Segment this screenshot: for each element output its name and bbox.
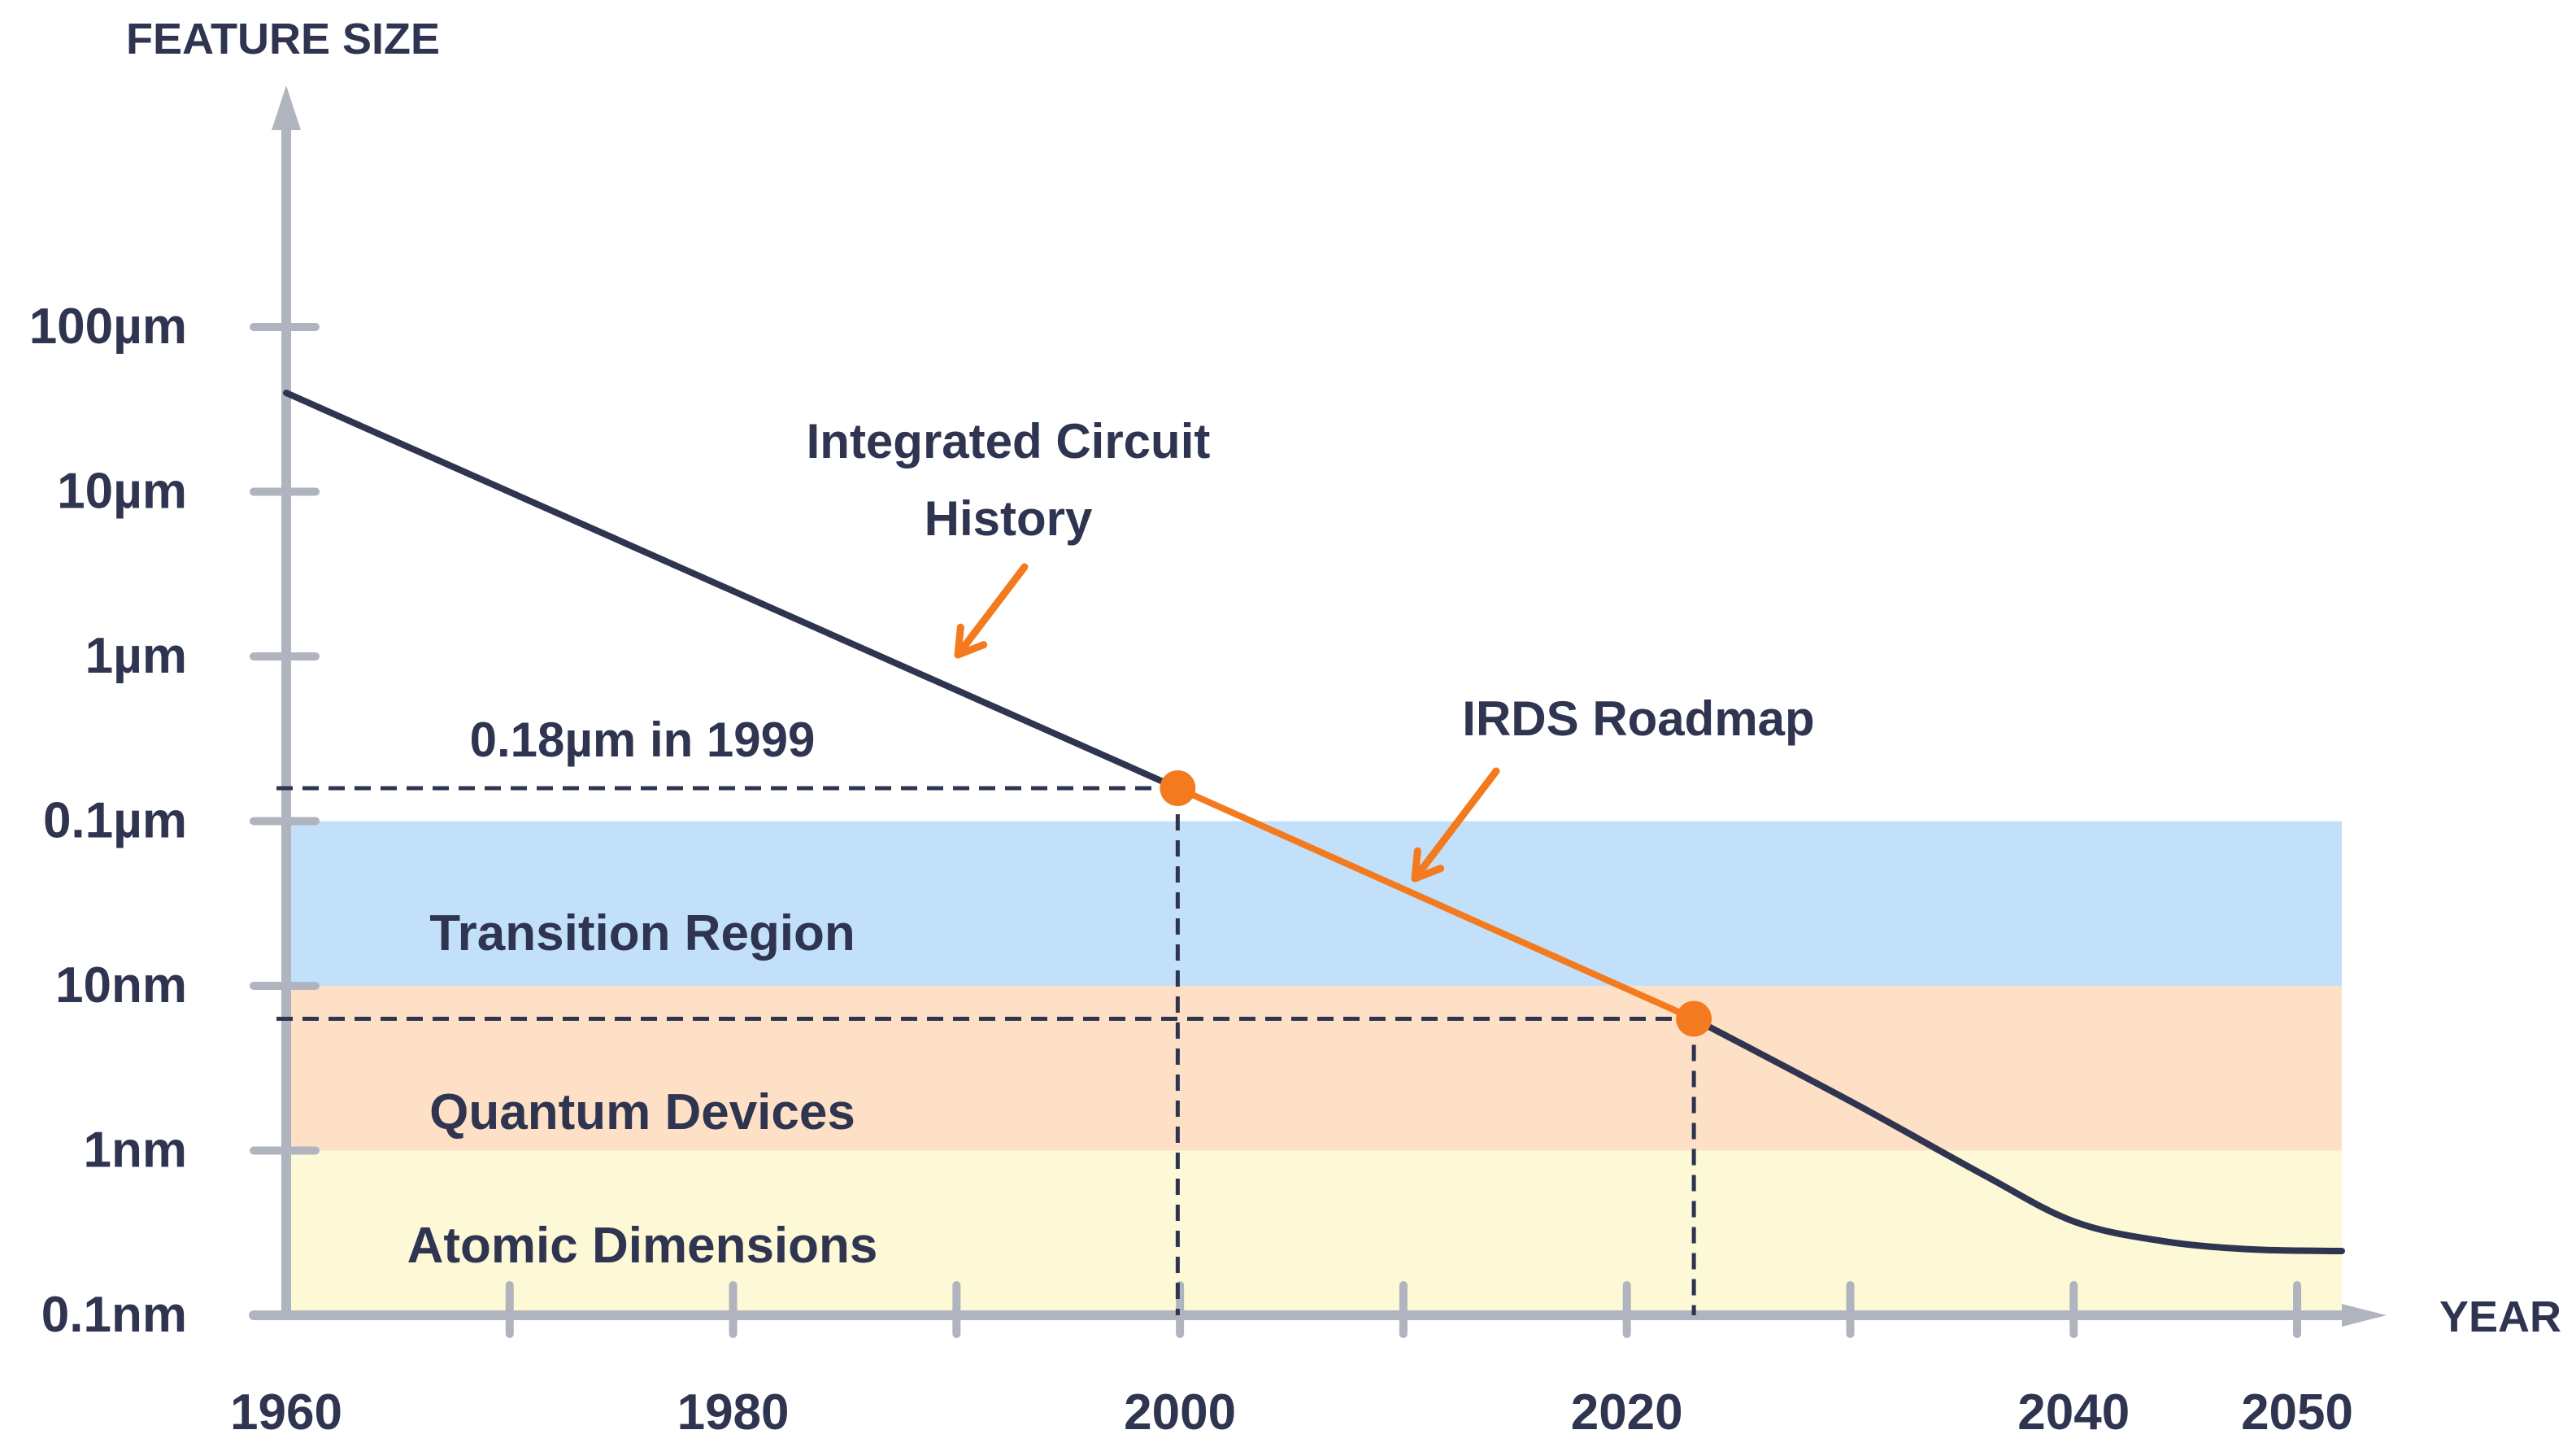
y-tick-label-1: 10µm	[57, 464, 187, 520]
x-tick-label-2000: 2000	[1124, 1384, 1236, 1441]
irds-arrow-shaft	[1411, 767, 1500, 883]
series-line-1	[1174, 785, 1698, 1022]
x-tick-label-1960: 1960	[230, 1384, 342, 1441]
region-label-quantum: Quantum Devices	[429, 1084, 855, 1140]
ic-history-arrow-head	[954, 623, 988, 659]
x-tick-label-1980: 1980	[677, 1384, 790, 1441]
x-tick-label-2020: 2020	[1571, 1384, 1683, 1441]
ic-history-arrow-shaft	[954, 563, 1029, 659]
point-1999-label: 0.18µm in 1999	[470, 713, 816, 767]
region-band-1	[286, 986, 2342, 1151]
y-tick-label-3: 0.1µm	[43, 793, 187, 849]
series-layer	[283, 390, 2345, 1255]
annotations-layer	[954, 563, 1500, 883]
x-tick-label-2040: 2040	[2017, 1384, 2130, 1441]
y-tick-label-5: 1nm	[84, 1123, 187, 1179]
y-axis-arrow	[272, 85, 301, 130]
y-tick-label-0: 100µm	[29, 299, 187, 355]
marker-point-1	[1676, 1000, 1712, 1037]
x-tick-label-2050: 2050	[2241, 1384, 2353, 1441]
x-axis-arrow	[2342, 1304, 2387, 1327]
irds-roadmap-label: IRDS Roadmap	[1462, 691, 1814, 746]
region-label-transition: Transition Region	[429, 905, 855, 961]
y-axis-title: FEATURE SIZE	[126, 15, 440, 63]
dashed-guides-layer	[276, 786, 1696, 1315]
series-line-0	[283, 390, 1181, 791]
ic-history-label-line1: Integrated Circuit	[807, 414, 1211, 469]
ic-history-label-line2: History	[925, 491, 1093, 546]
marker-point-0	[1160, 770, 1196, 806]
axes-layer: 100µm 10µm 1µm 0.1µm 10nm 1nm 0.1nm 1960 1980 200…	[29, 85, 2387, 1441]
series-line-2	[1690, 1015, 2345, 1255]
y-tick-label-6: 0.1nm	[41, 1287, 187, 1343]
y-tick-label-2: 1µm	[85, 628, 187, 684]
y-tick-label-4: 10nm	[55, 957, 187, 1014]
region-band-2	[286, 1150, 2342, 1315]
region-label-atomic: Atomic Dimensions	[407, 1218, 878, 1274]
x-axis-title: YEAR	[2439, 1293, 2561, 1341]
irds-arrow-head	[1411, 847, 1445, 883]
